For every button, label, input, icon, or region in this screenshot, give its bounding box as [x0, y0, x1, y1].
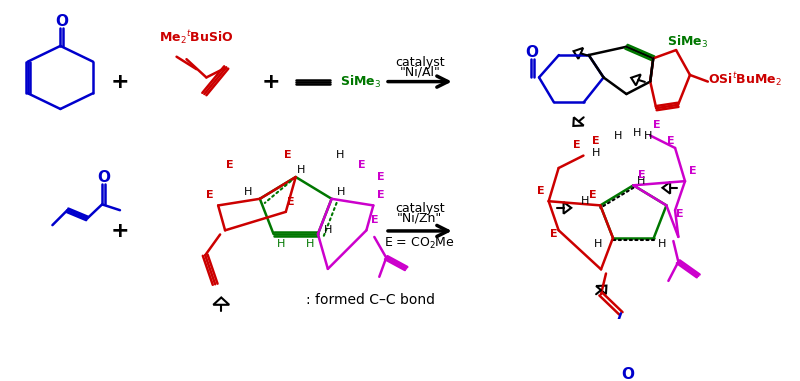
- Text: E: E: [573, 140, 580, 150]
- Text: O: O: [622, 367, 634, 381]
- Text: H: H: [278, 239, 286, 249]
- Text: E: E: [676, 209, 684, 219]
- Text: E: E: [226, 160, 234, 170]
- Text: OSi$^t$BuMe$_2$: OSi$^t$BuMe$_2$: [708, 70, 782, 88]
- Text: SiMe$_3$: SiMe$_3$: [667, 34, 709, 50]
- Text: SiMe$_3$: SiMe$_3$: [340, 74, 381, 90]
- Text: E: E: [287, 197, 294, 207]
- Text: "Ni/Al": "Ni/Al": [399, 66, 440, 79]
- Text: E: E: [667, 136, 675, 146]
- Text: +: +: [262, 72, 280, 91]
- Polygon shape: [596, 286, 606, 294]
- Text: H: H: [594, 240, 602, 250]
- Polygon shape: [662, 182, 670, 194]
- Text: O: O: [526, 45, 538, 60]
- Text: E: E: [358, 160, 366, 170]
- Polygon shape: [563, 202, 571, 214]
- Text: H: H: [614, 131, 622, 141]
- Polygon shape: [214, 298, 229, 305]
- Text: : formed C–C bond: : formed C–C bond: [306, 293, 434, 307]
- Text: E = CO$_2$Me: E = CO$_2$Me: [385, 236, 455, 251]
- Text: H: H: [338, 187, 346, 197]
- Text: H: H: [637, 176, 646, 186]
- Text: E: E: [592, 136, 599, 146]
- Text: E: E: [378, 190, 385, 200]
- Text: H: H: [297, 165, 305, 175]
- Text: O: O: [98, 170, 110, 184]
- Text: H: H: [335, 150, 344, 160]
- Text: catalyst: catalyst: [395, 202, 445, 215]
- Polygon shape: [574, 117, 584, 126]
- Text: H: H: [658, 240, 666, 250]
- Text: E: E: [589, 190, 596, 200]
- Text: E: E: [206, 190, 214, 200]
- Text: +: +: [110, 221, 130, 241]
- Text: H: H: [244, 187, 252, 197]
- Text: +: +: [110, 72, 130, 91]
- Text: E: E: [378, 172, 385, 182]
- Text: O: O: [55, 14, 68, 29]
- Text: E: E: [370, 215, 378, 226]
- Text: Me$_2$$^t$BuSiO: Me$_2$$^t$BuSiO: [159, 29, 234, 46]
- Text: H: H: [306, 239, 314, 249]
- Text: H: H: [633, 128, 642, 138]
- Polygon shape: [631, 74, 641, 85]
- Text: H: H: [324, 225, 332, 235]
- Text: catalyst: catalyst: [395, 56, 445, 69]
- Text: E: E: [689, 166, 697, 176]
- Text: H: H: [592, 148, 601, 158]
- Text: E: E: [537, 186, 545, 196]
- Text: H: H: [644, 131, 653, 141]
- Text: E: E: [654, 120, 661, 130]
- Text: E: E: [550, 229, 558, 239]
- Text: H: H: [582, 196, 590, 206]
- Text: E: E: [284, 150, 291, 160]
- Polygon shape: [574, 48, 583, 59]
- Text: "Ni/Zn": "Ni/Zn": [398, 212, 442, 225]
- Text: E: E: [638, 170, 645, 180]
